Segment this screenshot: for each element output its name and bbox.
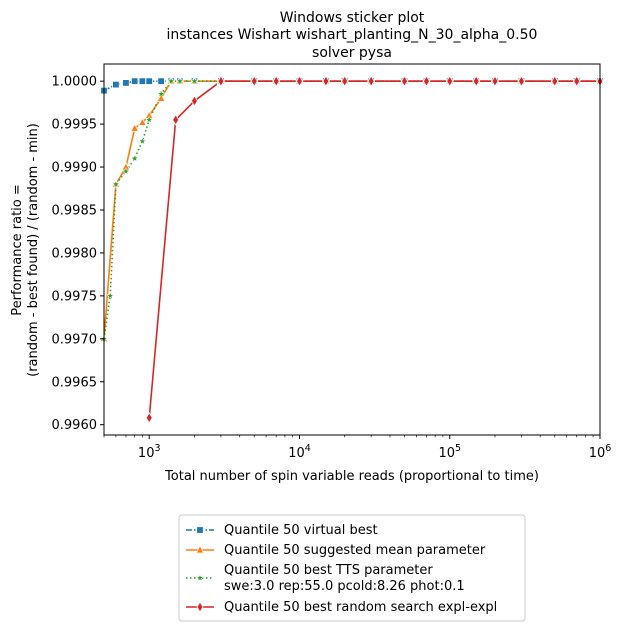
data-point-best-tts-5	[138, 136, 147, 145]
x-tick-label: 106	[589, 443, 612, 461]
data-point-random-search-15	[517, 75, 525, 87]
y-tick-label: 0.9970	[52, 332, 98, 347]
data-point-random-search-9	[367, 75, 375, 87]
data-point-virtual-best-2	[122, 79, 130, 87]
data-point-suggested-mean-3	[130, 123, 140, 132]
data-point-random-search-17	[573, 75, 581, 87]
legend-marker-virtual-best	[196, 526, 204, 534]
data-point-best-tts-4	[130, 154, 139, 162]
y-tick-label: 0.9965	[52, 375, 98, 390]
legend-marker-best-tts	[195, 573, 205, 582]
y-tick-label: 1.0000	[52, 75, 98, 90]
data-point-random-search-13	[472, 75, 480, 87]
legend-label-best-tts-params: swe:3.0 rep:55.0 pcold:8.26 phot:0.1	[224, 579, 465, 594]
data-point-best-tts-1	[106, 291, 115, 300]
data-point-best-tts-10	[190, 76, 199, 85]
x-axis-label: Total number of spin variable reads (pro…	[164, 469, 539, 484]
data-point-virtual-best-3	[130, 77, 139, 85]
data-point-best-tts-6	[145, 115, 154, 124]
legend-label-random-search: Quantile 50 best random search expl-expl	[224, 600, 497, 615]
chart-title-line-1: Windows sticker plot	[280, 10, 425, 26]
y-axis-ticks: 0.9960 0.9965 0.9970 0.9975 0.9980 0.9985 0.99…	[52, 75, 104, 433]
y-tick-label: 0.9985	[52, 203, 98, 218]
data-point-random-search-4	[250, 75, 258, 87]
data-point-random-search-6	[296, 75, 303, 87]
data-point-random-search-0	[145, 412, 153, 424]
data-point-virtual-best-5	[145, 77, 153, 85]
data-point-random-search-16	[551, 75, 559, 87]
y-axis-label-line-2: (random - best found) / (random - min)	[26, 123, 41, 377]
series-line-best-tts	[104, 80, 600, 339]
marker-layer	[99, 75, 605, 424]
chart-title-line-3: solver pysa	[312, 45, 392, 61]
legend-label-virtual-best: Quantile 50 virtual best	[224, 523, 378, 538]
data-point-best-tts-9	[175, 76, 185, 85]
data-point-best-tts-2	[111, 179, 121, 188]
x-axis-ticks: 103 104 105 106	[103, 435, 612, 461]
data-point-random-search-7	[322, 75, 330, 87]
x-tick-label: 104	[288, 443, 311, 461]
data-point-random-search-5	[272, 75, 280, 87]
data-point-random-search-12	[446, 75, 454, 87]
x-tick-label: 103	[138, 443, 161, 461]
data-point-virtual-best-6	[157, 77, 165, 85]
data-point-random-search-2	[190, 95, 198, 107]
legend-label-suggested-mean: Quantile 50 suggested mean parameter	[224, 543, 486, 558]
data-point-random-search-10	[401, 75, 408, 87]
data-point-random-search-3	[217, 75, 225, 87]
data-point-best-tts-3	[121, 167, 131, 175]
legend-label-best-tts: Quantile 50 best TTS parameter	[224, 563, 433, 578]
x-tick-label: 105	[438, 443, 461, 461]
y-tick-label: 0.9990	[52, 161, 98, 176]
data-point-best-tts-7	[157, 89, 166, 98]
legend-frame	[178, 514, 526, 622]
plot-area-frame	[103, 63, 601, 436]
data-point-random-search-11	[423, 75, 430, 87]
y-tick-label: 0.9980	[52, 246, 98, 261]
y-axis-label-line-1: Performance ratio =	[10, 184, 25, 316]
chart-title-line-2: instances Wishart wishart_planting_N_30_…	[167, 27, 538, 43]
data-point-suggested-mean-6	[156, 93, 166, 102]
data-point-suggested-mean-4	[137, 117, 147, 126]
legend-marker-random-search	[196, 601, 204, 613]
data-point-random-search-14	[491, 75, 499, 87]
data-point-virtual-best-4	[138, 77, 147, 85]
y-tick-label: 0.9960	[52, 418, 98, 433]
data-point-random-search-1	[172, 114, 180, 126]
legend: Quantile 50 virtual best Quantile 50 sug…	[178, 514, 526, 622]
legend-marker-suggested-mean	[195, 544, 205, 554]
y-tick-label: 0.9975	[52, 289, 98, 304]
data-point-random-search-8	[341, 75, 349, 87]
y-tick-label: 0.9995	[52, 118, 98, 133]
data-point-best-tts-8	[167, 76, 176, 85]
data-point-virtual-best-1	[112, 80, 120, 89]
